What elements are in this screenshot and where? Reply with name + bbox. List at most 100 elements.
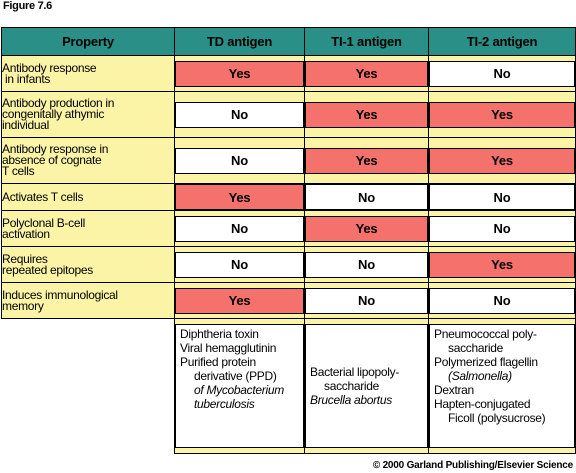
no-badge: No bbox=[429, 60, 575, 87]
examples-td: Diphtheria toxin Viral hemagglutinin Pur… bbox=[175, 324, 304, 448]
value-cell-ti2: No bbox=[428, 282, 576, 319]
property-label-line: activation bbox=[2, 226, 50, 241]
value-cell-ti1: No bbox=[304, 282, 429, 319]
examples-ti2: Pneumococcal poly- saccharide Polymerize… bbox=[429, 324, 575, 448]
header-td-antigen: TD antigen bbox=[174, 27, 305, 56]
property-row: Antibody response in infants Yes Yes No bbox=[1, 55, 576, 92]
value-cell-td: Yes bbox=[174, 282, 305, 319]
property-label-line: Activates T cells bbox=[2, 189, 84, 204]
property-cell: Polyclonal B-cell activation bbox=[1, 210, 175, 247]
value-cell-td: Yes bbox=[174, 55, 305, 92]
examples-ti1-cell: Bacterial lipopoly- saccharide Brucella … bbox=[304, 318, 429, 454]
property-cell: Antibody production in congenitally athym… bbox=[1, 91, 175, 138]
value-cell-td: No bbox=[174, 210, 305, 247]
value-cell-ti2: No bbox=[428, 183, 576, 211]
property-label-line: absence of cognate bbox=[2, 153, 102, 167]
property-row: Induces immunological memory Yes No No bbox=[1, 282, 576, 319]
property-cell: Induces immunological memory bbox=[1, 282, 175, 319]
yes-badge: Yes bbox=[305, 101, 428, 128]
yes-badge: Yes bbox=[429, 101, 575, 128]
value-cell-ti2: No bbox=[428, 210, 576, 247]
yes-badge: Yes bbox=[305, 147, 428, 174]
property-label-line: Antibody response bbox=[2, 60, 97, 75]
copyright-notice: © 2000 Garland Publishing/Elsevier Scien… bbox=[372, 460, 573, 471]
no-badge: No bbox=[175, 215, 304, 242]
property-label-line: Induces immunological bbox=[2, 287, 118, 302]
property-label-line: individual bbox=[2, 118, 50, 132]
value-cell-ti1: No bbox=[304, 246, 429, 283]
example-line: Viral hemagglutinin bbox=[180, 341, 277, 355]
figure-label: Figure 7.6 bbox=[3, 0, 52, 12]
example-line: Diphtheria toxin bbox=[180, 327, 259, 341]
property-row: Antibody production in congenitally athym… bbox=[1, 91, 576, 138]
examples-ti2-cell: Pneumococcal poly- saccharide Polymerize… bbox=[428, 318, 576, 454]
example-line: of Mycobacterium bbox=[194, 383, 284, 397]
property-cell: Requires repeated epitopes bbox=[1, 246, 175, 283]
example-line: (Salmonella) bbox=[448, 369, 512, 383]
example-line: Ficoll (polysucrose) bbox=[448, 411, 546, 425]
value-cell-ti1: Yes bbox=[304, 210, 429, 247]
example-line: Brucella abortus bbox=[310, 393, 392, 407]
examples-td-cell: Diphtheria toxin Viral hemagglutinin Pur… bbox=[174, 318, 305, 454]
value-cell-ti1: Yes bbox=[304, 137, 429, 184]
header-ti2-antigen: TI-2 antigen bbox=[428, 27, 576, 56]
property-row: Activates T cells Yes No No bbox=[1, 183, 576, 211]
no-badge: No bbox=[429, 215, 575, 242]
value-cell-td: No bbox=[174, 137, 305, 184]
no-badge: No bbox=[175, 101, 304, 128]
property-label-line: memory bbox=[2, 298, 44, 313]
example-line: saccharide bbox=[324, 379, 380, 393]
property-label-line: repeated epitopes bbox=[2, 262, 93, 277]
value-cell-td: No bbox=[174, 91, 305, 138]
example-line: derivative (PPD) bbox=[194, 369, 277, 383]
value-cell-td: Yes bbox=[174, 183, 305, 211]
examples-row: Diphtheria toxin Viral hemagglutinin Pur… bbox=[1, 318, 576, 454]
example-line: Bacterial lipopoly- bbox=[310, 365, 400, 379]
examples-ti1: Bacterial lipopoly- saccharide Brucella … bbox=[305, 324, 428, 448]
no-badge: No bbox=[175, 147, 304, 174]
value-cell-ti2: Yes bbox=[428, 91, 576, 138]
no-badge: No bbox=[429, 287, 575, 314]
value-cell-ti1: No bbox=[304, 183, 429, 211]
example-line: Hapten-conjugated bbox=[434, 397, 531, 411]
no-badge: No bbox=[305, 251, 428, 278]
no-badge: No bbox=[305, 184, 428, 210]
property-cell: Antibody response in absence of cognate T … bbox=[1, 137, 175, 184]
no-badge: No bbox=[429, 184, 575, 210]
property-label-line: Antibody response in bbox=[2, 142, 109, 156]
yes-badge: Yes bbox=[305, 215, 428, 242]
example-line: tuberculosis bbox=[194, 397, 255, 411]
header-ti1-antigen: TI-1 antigen bbox=[304, 27, 429, 56]
yes-badge: Yes bbox=[429, 147, 575, 174]
yes-badge: Yes bbox=[429, 251, 575, 278]
property-cell: Activates T cells bbox=[1, 183, 175, 211]
no-badge: No bbox=[175, 251, 304, 278]
examples-spacer bbox=[1, 318, 175, 454]
value-cell-ti2: Yes bbox=[428, 137, 576, 184]
value-cell-ti1: Yes bbox=[304, 55, 429, 92]
value-cell-ti1: Yes bbox=[304, 91, 429, 138]
property-cell: Antibody response in infants bbox=[1, 55, 175, 92]
property-label-line: congenitally athymic bbox=[2, 107, 105, 121]
no-badge: No bbox=[305, 287, 428, 314]
property-label-line: Polyclonal B-cell bbox=[2, 215, 85, 230]
example-line: Pneumococcal poly- bbox=[434, 327, 537, 341]
antigen-comparison-table: Property TD antigen TI-1 antigen TI-2 an… bbox=[1, 27, 576, 454]
property-row: Requires repeated epitopes No No Yes bbox=[1, 246, 576, 283]
value-cell-td: No bbox=[174, 246, 305, 283]
property-label-line: T cells bbox=[2, 164, 35, 178]
example-line: saccharide bbox=[448, 341, 504, 355]
value-cell-ti2: Yes bbox=[428, 246, 576, 283]
yes-badge: Yes bbox=[305, 60, 428, 87]
value-cell-ti2: No bbox=[428, 55, 576, 92]
property-row: Polyclonal B-cell activation No Yes No bbox=[1, 210, 576, 247]
property-label-line: Antibody production in bbox=[2, 96, 115, 110]
header-property: Property bbox=[1, 27, 175, 56]
property-label-line: in infants bbox=[2, 71, 51, 86]
yes-badge: Yes bbox=[175, 60, 304, 87]
header-row: Property TD antigen TI-1 antigen TI-2 an… bbox=[1, 27, 576, 56]
yes-badge: Yes bbox=[175, 184, 304, 210]
example-line: Polymerized flagellin bbox=[434, 355, 538, 369]
property-row: Antibody response in absence of cognate T … bbox=[1, 137, 576, 184]
property-label-line: Requires bbox=[2, 251, 48, 266]
